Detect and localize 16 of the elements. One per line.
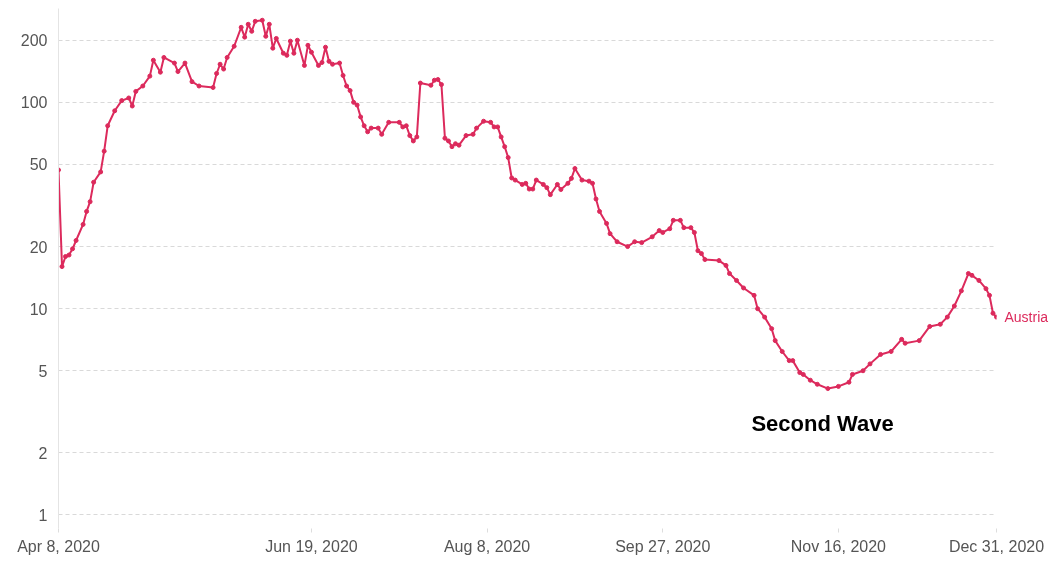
y-tick-label: 2 [38, 444, 48, 462]
x-tick-label: Sep 27, 2020 [615, 537, 711, 555]
y-tick-label: 10 [29, 300, 48, 318]
y-tick-label: 1 [38, 506, 48, 524]
y-tick-label: 100 [20, 94, 48, 112]
x-tick-label: Apr 8, 2020 [17, 537, 100, 555]
y-tick-label: 5 [38, 362, 48, 380]
annotation: Second Wave [751, 411, 894, 436]
series-label: Austria [1004, 309, 1049, 326]
y-tick-label: 200 [20, 32, 48, 50]
x-tick-label: Aug 8, 2020 [443, 537, 531, 555]
x-tick-label: Nov 16, 2020 [790, 537, 887, 555]
y-tick-label: 50 [29, 156, 48, 174]
x-tick-label: Jun 19, 2020 [265, 537, 358, 555]
x-tick-label: Dec 31, 2020 [948, 537, 1045, 555]
y-tick-label: 20 [29, 238, 48, 256]
